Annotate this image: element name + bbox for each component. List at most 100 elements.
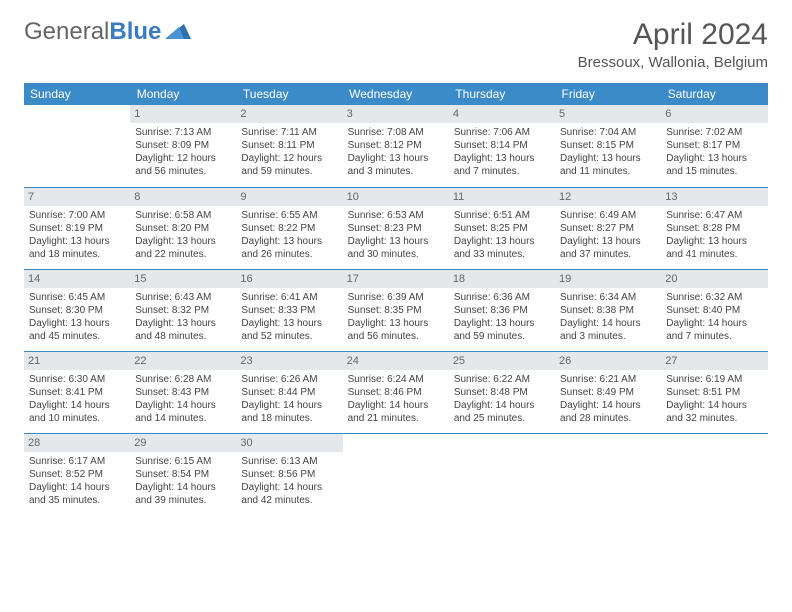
calendar-day-cell: 27Sunrise: 6:19 AMSunset: 8:51 PMDayligh…: [661, 351, 767, 433]
daylight-line1: Daylight: 13 hours: [666, 152, 762, 165]
day-number: 21: [24, 352, 130, 370]
sunrise-text: Sunrise: 6:41 AM: [241, 291, 337, 304]
daylight-line2: and 28 minutes.: [560, 412, 656, 425]
logo: GeneralBlue: [24, 18, 191, 46]
sunrise-text: Sunrise: 7:11 AM: [241, 126, 337, 139]
daylight-line1: Daylight: 14 hours: [666, 399, 762, 412]
calendar-week-row: 7Sunrise: 7:00 AMSunset: 8:19 PMDaylight…: [24, 187, 768, 269]
calendar-day-cell: 5Sunrise: 7:04 AMSunset: 8:15 PMDaylight…: [555, 105, 661, 187]
sunrise-text: Sunrise: 6:13 AM: [241, 455, 337, 468]
sunset-text: Sunset: 8:27 PM: [560, 222, 656, 235]
sunrise-text: Sunrise: 6:32 AM: [666, 291, 762, 304]
logo-text-general: General: [24, 18, 109, 46]
calendar-body: 1Sunrise: 7:13 AMSunset: 8:09 PMDaylight…: [24, 105, 768, 515]
calendar-day-cell: [449, 433, 555, 515]
daylight-line2: and 11 minutes.: [560, 165, 656, 178]
daylight-line1: Daylight: 13 hours: [241, 235, 337, 248]
daylight-line2: and 10 minutes.: [29, 412, 125, 425]
daylight-line1: Daylight: 13 hours: [241, 317, 337, 330]
weekday-header: Thursday: [449, 83, 555, 105]
day-number: 1: [130, 105, 236, 123]
daylight-line1: Daylight: 13 hours: [454, 317, 550, 330]
calendar-day-cell: [555, 433, 661, 515]
daylight-line2: and 56 minutes.: [135, 165, 231, 178]
day-number: 16: [236, 270, 342, 288]
daylight-line1: Daylight: 12 hours: [135, 152, 231, 165]
sunrise-text: Sunrise: 7:04 AM: [560, 126, 656, 139]
sunset-text: Sunset: 8:43 PM: [135, 386, 231, 399]
daylight-line1: Daylight: 13 hours: [666, 235, 762, 248]
sunset-text: Sunset: 8:41 PM: [29, 386, 125, 399]
daylight-line2: and 48 minutes.: [135, 330, 231, 343]
day-number: 9: [236, 188, 342, 206]
title-block: April 2024 Bressoux, Wallonia, Belgium: [578, 18, 768, 71]
calendar-day-cell: 26Sunrise: 6:21 AMSunset: 8:49 PMDayligh…: [555, 351, 661, 433]
sunset-text: Sunset: 8:36 PM: [454, 304, 550, 317]
sunrise-text: Sunrise: 6:39 AM: [348, 291, 444, 304]
sunrise-text: Sunrise: 6:51 AM: [454, 209, 550, 222]
sunset-text: Sunset: 8:52 PM: [29, 468, 125, 481]
day-number: 5: [555, 105, 661, 123]
sunrise-text: Sunrise: 7:00 AM: [29, 209, 125, 222]
sunset-text: Sunset: 8:33 PM: [241, 304, 337, 317]
calendar-day-cell: 18Sunrise: 6:36 AMSunset: 8:36 PMDayligh…: [449, 269, 555, 351]
sunset-text: Sunset: 8:30 PM: [29, 304, 125, 317]
daylight-line2: and 30 minutes.: [348, 248, 444, 261]
sunrise-text: Sunrise: 7:06 AM: [454, 126, 550, 139]
daylight-line1: Daylight: 14 hours: [135, 399, 231, 412]
sunset-text: Sunset: 8:22 PM: [241, 222, 337, 235]
daylight-line1: Daylight: 14 hours: [135, 481, 231, 494]
day-number: 18: [449, 270, 555, 288]
daylight-line1: Daylight: 14 hours: [29, 399, 125, 412]
calendar-day-cell: 25Sunrise: 6:22 AMSunset: 8:48 PMDayligh…: [449, 351, 555, 433]
day-number: 17: [343, 270, 449, 288]
daylight-line2: and 3 minutes.: [560, 330, 656, 343]
day-number: 2: [236, 105, 342, 123]
daylight-line1: Daylight: 13 hours: [560, 152, 656, 165]
day-number: 25: [449, 352, 555, 370]
day-number: 4: [449, 105, 555, 123]
daylight-line2: and 52 minutes.: [241, 330, 337, 343]
calendar-day-cell: 19Sunrise: 6:34 AMSunset: 8:38 PMDayligh…: [555, 269, 661, 351]
calendar-table: Sunday Monday Tuesday Wednesday Thursday…: [24, 83, 768, 515]
page-header: GeneralBlue April 2024 Bressoux, Walloni…: [24, 18, 768, 71]
sunset-text: Sunset: 8:56 PM: [241, 468, 337, 481]
daylight-line1: Daylight: 13 hours: [29, 235, 125, 248]
calendar-day-cell: 13Sunrise: 6:47 AMSunset: 8:28 PMDayligh…: [661, 187, 767, 269]
daylight-line2: and 7 minutes.: [666, 330, 762, 343]
weekday-header: Wednesday: [343, 83, 449, 105]
calendar-day-cell: 28Sunrise: 6:17 AMSunset: 8:52 PMDayligh…: [24, 433, 130, 515]
calendar-day-cell: 24Sunrise: 6:24 AMSunset: 8:46 PMDayligh…: [343, 351, 449, 433]
calendar-day-cell: [661, 433, 767, 515]
day-number: 22: [130, 352, 236, 370]
sunrise-text: Sunrise: 6:17 AM: [29, 455, 125, 468]
sunset-text: Sunset: 8:54 PM: [135, 468, 231, 481]
daylight-line1: Daylight: 13 hours: [454, 152, 550, 165]
daylight-line2: and 7 minutes.: [454, 165, 550, 178]
calendar-day-cell: 11Sunrise: 6:51 AMSunset: 8:25 PMDayligh…: [449, 187, 555, 269]
day-number: 13: [661, 188, 767, 206]
sunrise-text: Sunrise: 6:28 AM: [135, 373, 231, 386]
sunset-text: Sunset: 8:44 PM: [241, 386, 337, 399]
calendar-day-cell: 2 Sunrise: 7:11 AMSunset: 8:11 PMDaylight…: [236, 105, 342, 187]
sunset-text: Sunset: 8:12 PM: [348, 139, 444, 152]
sunset-text: Sunset: 8:11 PM: [241, 139, 337, 152]
daylight-line2: and 21 minutes.: [348, 412, 444, 425]
day-number: 24: [343, 352, 449, 370]
calendar-week-row: 1Sunrise: 7:13 AMSunset: 8:09 PMDaylight…: [24, 105, 768, 187]
sunrise-text: Sunrise: 6:34 AM: [560, 291, 656, 304]
sunrise-text: Sunrise: 7:13 AM: [135, 126, 231, 139]
day-number: 12: [555, 188, 661, 206]
calendar-day-cell: 17Sunrise: 6:39 AMSunset: 8:35 PMDayligh…: [343, 269, 449, 351]
calendar-week-row: 14Sunrise: 6:45 AMSunset: 8:30 PMDayligh…: [24, 269, 768, 351]
daylight-line2: and 59 minutes.: [454, 330, 550, 343]
daylight-line2: and 14 minutes.: [135, 412, 231, 425]
sunset-text: Sunset: 8:46 PM: [348, 386, 444, 399]
daylight-line2: and 15 minutes.: [666, 165, 762, 178]
daylight-line2: and 56 minutes.: [348, 330, 444, 343]
logo-text-blue: Blue: [109, 18, 161, 46]
calendar-day-cell: 1Sunrise: 7:13 AMSunset: 8:09 PMDaylight…: [130, 105, 236, 187]
sunset-text: Sunset: 8:19 PM: [29, 222, 125, 235]
daylight-line1: Daylight: 12 hours: [241, 152, 337, 165]
day-number: 10: [343, 188, 449, 206]
